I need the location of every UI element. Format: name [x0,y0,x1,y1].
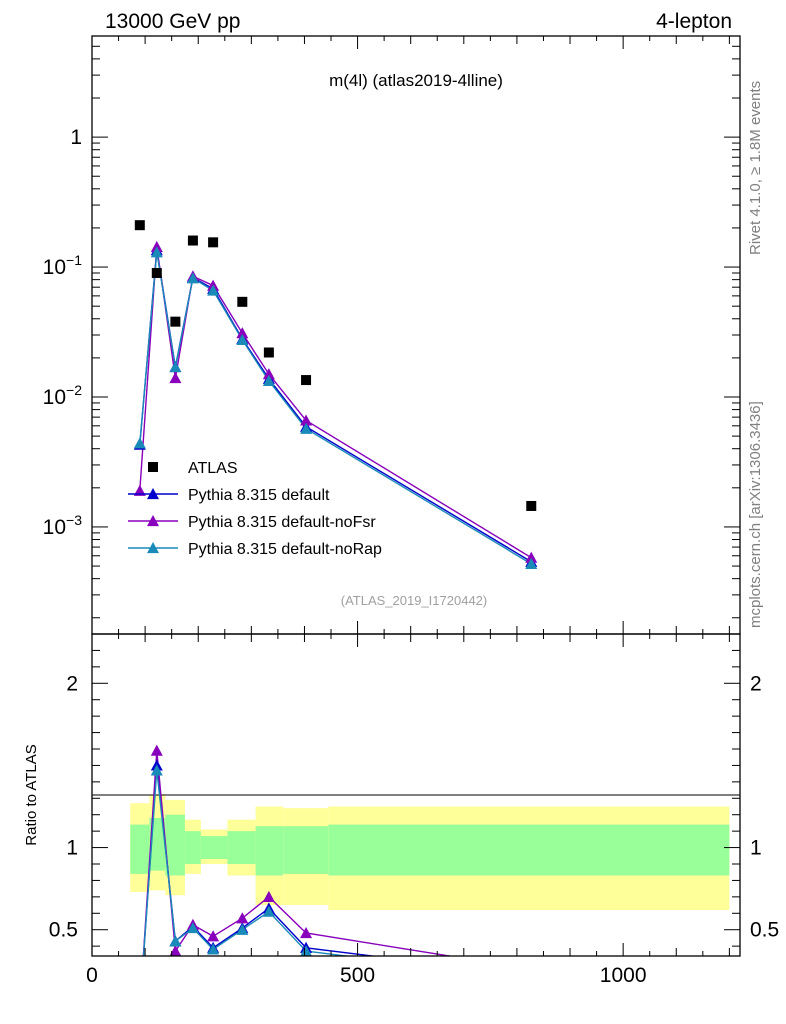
mc-point [236,327,249,339]
ratio-point [236,912,249,924]
legend-label: ATLAS [188,460,238,477]
stat-uncertainty-band [130,824,150,874]
legend: ATLAS Pythia 8.315 default Pythia 8.315 de… [128,460,382,558]
rivet-version-label: Rivet 4.1.0, ≥ 1.8M events [747,81,764,255]
stat-uncertainty-band [283,826,329,874]
ratio-point [236,923,249,935]
ratio-y-label: Ratio to ATLAS [23,744,40,845]
stat-uncertainty-band [165,814,185,876]
data-point [170,316,181,327]
stat-uncertainty-band [149,818,166,871]
mc-point [525,557,538,569]
ratio-point [150,764,163,776]
stat-uncertainty-band [328,824,730,876]
ratio-point [525,963,537,974]
ratio-y-tick-label-right: 2 [750,672,762,695]
ratio-point [150,744,163,756]
mc-point [262,368,275,380]
ratio-point [262,890,275,902]
ratio-point [169,935,182,947]
ratio-point [300,945,312,956]
mc-point [150,246,163,258]
ratio-point [134,1002,146,1013]
y-tick-label: 10−1 [43,252,83,279]
ratio-uncertainty-bands [130,795,730,910]
data-point [237,296,248,307]
x-tick-label: 500 [340,964,375,987]
main-series-group [133,220,538,569]
ratio-point [169,945,182,956]
ratio-point [207,943,220,955]
ratio-y-tick-label-left: 0.5 [49,919,78,942]
data-point [301,375,312,386]
ratio-point [134,1004,146,1015]
plot-title: m(4l) (atlas2019-4lline) [329,71,503,90]
data-point [208,237,219,248]
ratio-point [262,905,275,917]
x-tick-label: 1000 [600,964,647,987]
ratio-point [300,927,313,939]
mc-series-line [139,246,532,559]
analysis-id: (ATLAS_2019_I1720442) [341,593,487,608]
mc-point [169,361,182,373]
legend-label: Pythia 8.315 default-noRap [188,541,382,558]
ratio-point [525,970,537,981]
ratio-point [186,922,199,934]
process-label: 4-lepton [656,10,732,33]
ratio-point [134,1003,146,1014]
stat-uncertainty-band [255,826,284,876]
legend-marker [147,515,159,527]
mc-point [236,333,249,346]
legend-label: Pythia 8.315 default-noFsr [188,514,376,531]
mc-point [169,372,182,384]
y-tick-label: 1 [70,126,82,149]
axes-group: 0 500 1000 1 10−1 10−2 10−3 0.5 0.5 1 1 2 2 [43,35,779,987]
data-point [151,268,162,279]
legend-label: Pythia 8.315 default [188,487,330,504]
mc-point [300,414,313,426]
y-tick-label: 10−2 [43,382,83,409]
mc-point [186,272,199,284]
mc-point [525,551,538,563]
mc-point [207,284,220,296]
data-point [187,235,198,246]
data-point [134,220,145,231]
ratio-point [207,930,220,942]
mcplots-label: mcplots.cern.ch [arXiv:1306.3436] [747,401,764,628]
ratio-y-tick-label-left: 2 [66,672,78,695]
x-tick-label: 0 [86,964,98,987]
mc-point [133,437,146,449]
data-point [263,347,274,358]
stat-uncertainty-band [184,831,201,864]
legend-marker [148,462,158,472]
ratio-plot-frame [91,633,741,957]
mc-point [300,422,313,434]
ratio-y-tick-label-right: 0.5 [750,919,779,942]
mc-point [262,374,275,387]
ratio-y-tick-label-left: 1 [66,837,78,860]
ratio-y-tick-label-right: 1 [750,837,762,860]
legend-marker [147,488,159,500]
legend-marker [147,542,159,554]
mc-point [133,484,146,496]
energy-label: 13000 GeV pp [105,10,240,33]
stat-uncertainty-band [227,831,256,864]
stat-uncertainty-band [200,836,228,860]
y-tick-label: 10−3 [43,512,83,539]
ratio-series-group [134,744,537,1015]
data-point [526,500,537,511]
ratio-point [525,973,537,984]
